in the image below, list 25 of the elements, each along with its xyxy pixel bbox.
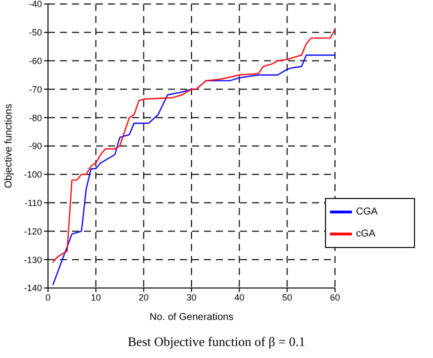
y-tick-label: -90	[28, 141, 42, 152]
x-tick-label: 40	[234, 292, 244, 302]
y-tick-label: -130	[24, 254, 42, 265]
line-series	[52, 28, 335, 264]
legend-label: cGA	[356, 228, 376, 240]
x-axis-title: No. of Generations	[150, 312, 234, 323]
y-tick-label: -50	[28, 28, 42, 38]
x-tick-label: 10	[90, 292, 101, 302]
x-tick-label: 0	[45, 292, 51, 302]
x-tick-label: 20	[138, 292, 149, 302]
y-axis-title: Objective functions	[4, 104, 15, 188]
y-tick-label: -110	[24, 198, 42, 208]
legend-label: CGA	[356, 206, 378, 218]
text: Best Objective function of β = 0.1	[126, 334, 306, 350]
x-tick-label: 30	[186, 292, 197, 302]
x-tick-label: 50	[282, 292, 292, 302]
y-tick-label: -100	[24, 170, 42, 180]
y-tick-label: -80	[28, 112, 42, 123]
x-tick-label: 60	[330, 292, 340, 302]
y-tick-label: -70	[28, 84, 42, 94]
y-tick-label: -140	[24, 283, 42, 294]
line-series	[52, 54, 335, 286]
y-tick-label: -120	[24, 226, 42, 236]
y-tick-label: -60	[28, 56, 42, 66]
y-tick-label: -40	[28, 0, 42, 10]
